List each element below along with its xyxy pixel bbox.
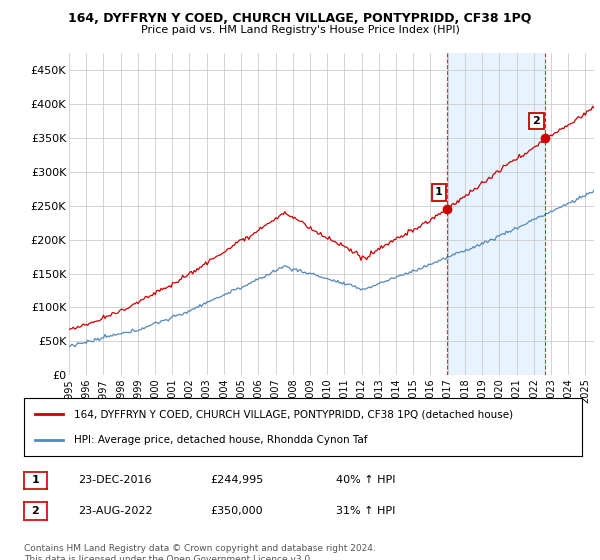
Text: Price paid vs. HM Land Registry's House Price Index (HPI): Price paid vs. HM Land Registry's House … <box>140 25 460 35</box>
Text: £244,995: £244,995 <box>210 475 263 486</box>
Text: 31% ↑ HPI: 31% ↑ HPI <box>336 506 395 516</box>
Text: 164, DYFFRYN Y COED, CHURCH VILLAGE, PONTYPRIDD, CF38 1PQ: 164, DYFFRYN Y COED, CHURCH VILLAGE, PON… <box>68 12 532 25</box>
Text: 1: 1 <box>435 187 443 197</box>
Text: 40% ↑ HPI: 40% ↑ HPI <box>336 475 395 486</box>
Text: 1: 1 <box>32 475 39 486</box>
Text: 23-AUG-2022: 23-AUG-2022 <box>78 506 152 516</box>
Text: HPI: Average price, detached house, Rhondda Cynon Taf: HPI: Average price, detached house, Rhon… <box>74 435 368 445</box>
Text: 23-DEC-2016: 23-DEC-2016 <box>78 475 151 486</box>
Text: 164, DYFFRYN Y COED, CHURCH VILLAGE, PONTYPRIDD, CF38 1PQ (detached house): 164, DYFFRYN Y COED, CHURCH VILLAGE, PON… <box>74 409 514 419</box>
Text: 2: 2 <box>532 116 540 126</box>
Bar <box>448 53 545 375</box>
Text: 2: 2 <box>32 506 39 516</box>
Text: Contains HM Land Registry data © Crown copyright and database right 2024.
This d: Contains HM Land Registry data © Crown c… <box>24 544 376 560</box>
Text: £350,000: £350,000 <box>210 506 263 516</box>
